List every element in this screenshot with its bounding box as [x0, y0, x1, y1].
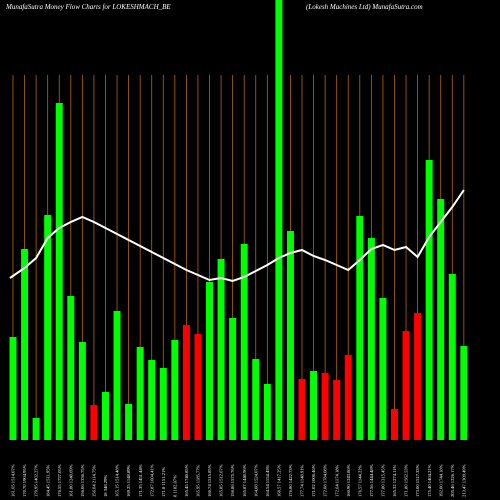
x-tick-label: 171.02 1000.46% — [311, 464, 316, 497]
bar — [367, 238, 375, 440]
x-tick-label: 176.55 1727.05% — [57, 464, 62, 497]
bar — [148, 360, 156, 440]
bar — [78, 342, 86, 440]
x-tick-label: 8 1182.07% — [172, 475, 177, 497]
x-tick-label: 176.57 1144.22% — [357, 464, 362, 497]
bar — [437, 199, 445, 440]
bar — [182, 325, 190, 440]
bar — [356, 216, 364, 440]
x-tick-label: 173.00 1517.33% — [415, 464, 420, 497]
bar — [55, 103, 63, 440]
x-tick-label: 179.95 1402.27% — [34, 464, 39, 497]
chart-subtitle: (Lokesh Machines Ltd) MunafaSutra.com — [306, 3, 423, 11]
x-tick-label: 160.90 1243.86% — [346, 464, 351, 497]
x-tick-label: 171.80 1562.53% — [404, 464, 409, 497]
x-tick-label: 172.64 1174.18% — [334, 464, 339, 497]
x-tick-label: 192.00 1744.18% — [438, 464, 443, 497]
bar — [44, 215, 52, 440]
x-tick-label: 171.8 1151.21% — [161, 467, 166, 497]
bar — [217, 259, 225, 440]
bar — [425, 160, 433, 440]
x-tick-label: 176.80 1422.73% — [288, 464, 293, 497]
bar — [171, 340, 179, 440]
x-tick-label: 156.04 2114.75% — [92, 464, 97, 497]
bar — [21, 249, 29, 440]
bar — [448, 274, 456, 440]
x-tick-label: 170.70 1904.95% — [22, 464, 27, 497]
x-tick-label: 165.95 1185.77% — [196, 464, 201, 497]
bar — [252, 359, 260, 440]
x-tick-label: 175.40 1404.21% — [427, 464, 432, 497]
line — [9, 189, 465, 283]
x-tick-label: 164.54 1154.45% — [265, 464, 270, 497]
x-tick-label: 165.87 1440.96% — [242, 464, 247, 497]
bar — [379, 298, 387, 440]
x-tick-label: 166.74 1515.85% — [207, 464, 212, 497]
bar — [229, 318, 237, 440]
bar — [310, 371, 318, 440]
x-tick-label: 18 348.29% — [103, 475, 108, 497]
chart-title: MunafaSutra Money Flow Charts for LOKESH… — [5, 3, 171, 11]
bar — [460, 346, 468, 440]
bar — [275, 0, 283, 440]
bar — [286, 231, 294, 440]
x-tick-label: 165.85 1512.67% — [219, 464, 224, 497]
bar — [67, 296, 75, 440]
x-tick-label: 165.32 1274.11% — [392, 464, 397, 497]
x-tick-label: 165.45 1740.85% — [184, 464, 189, 497]
bar — [9, 337, 17, 440]
x-tick-label: 168.57 1417.25% — [276, 464, 281, 497]
x-tick-label: 213.47 1309.49% — [461, 464, 466, 497]
bar — [321, 373, 329, 440]
x-tick-label: 184.45 1511.95% — [45, 464, 50, 497]
x-tick-label: 156.86 1575.76% — [230, 464, 235, 497]
x-tick-label: 171.35 1451.44% — [138, 464, 143, 497]
x-tick-label: 169.25 1148.89% — [126, 464, 131, 497]
bar — [414, 313, 422, 440]
bar — [90, 405, 98, 440]
bar — [333, 380, 341, 440]
bar — [194, 334, 202, 440]
x-tick-label: 161.80 1240.69% — [68, 464, 73, 497]
x-tick-label: 172.08 1784.08% — [323, 464, 328, 497]
bar — [240, 244, 248, 440]
bar — [113, 311, 121, 440]
x-tick-label: 156.06 1336.75% — [80, 464, 85, 497]
x-tick-label: 177.80 1315.45% — [381, 464, 386, 497]
bar — [390, 409, 398, 440]
bar — [344, 355, 352, 440]
x-tick-label: 164.08 1524.07% — [253, 464, 258, 497]
bar — [298, 379, 306, 440]
x-tick-label: 205.46 1226.17% — [450, 464, 455, 497]
bar — [159, 368, 167, 440]
bar — [101, 392, 109, 440]
x-tick-label: 177.56 1444.48% — [369, 464, 374, 497]
bar — [136, 347, 144, 440]
x-tick-label: 161.65 1514.07% — [11, 464, 16, 497]
bar — [263, 384, 271, 440]
bar — [32, 418, 40, 440]
bar — [125, 404, 133, 440]
x-tick-label: 177.74 1148.91% — [300, 464, 305, 497]
bar — [402, 331, 410, 440]
x-tick-label: 172.87 1604.41% — [149, 464, 154, 497]
bar — [206, 282, 214, 440]
x-tick-label: 165.15 1514.48% — [115, 464, 120, 497]
